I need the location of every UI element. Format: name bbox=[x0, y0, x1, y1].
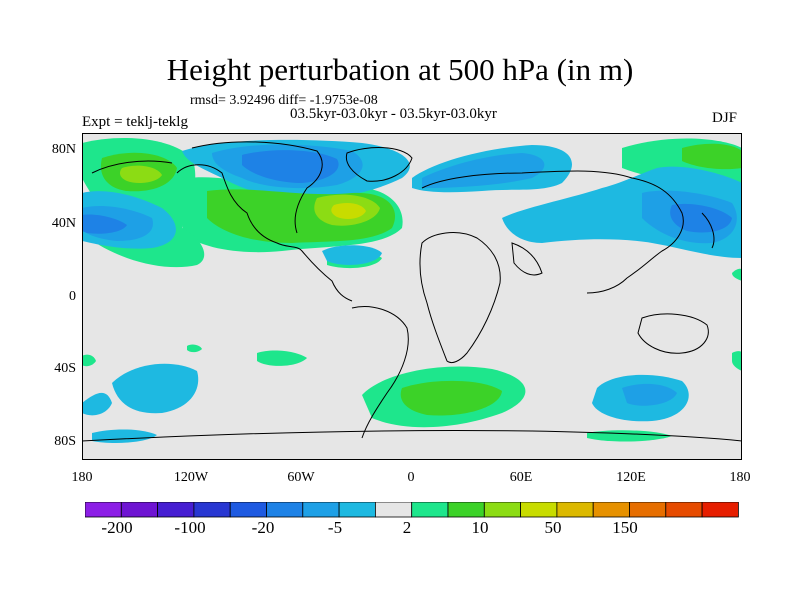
colorbar-label: -200 bbox=[101, 518, 133, 537]
lat-tick-label: 40N bbox=[51, 216, 76, 231]
colorbar-label: -20 bbox=[251, 518, 275, 537]
colorbar-label: 50 bbox=[544, 518, 562, 537]
colorbar bbox=[85, 502, 739, 518]
lon-tick-label: 180 bbox=[729, 470, 751, 485]
colorbar-swatch bbox=[193, 502, 231, 518]
lat-tick-label: 80N bbox=[51, 142, 76, 157]
colorbar-label: -100 bbox=[174, 518, 206, 537]
lon-tick-label: 0 bbox=[407, 470, 415, 485]
lat-tick-label: 0 bbox=[69, 289, 76, 304]
colorbar-swatch bbox=[374, 502, 413, 518]
period-label: 03.5kyr-03.0kyr - 03.5kyr-03.0kyr bbox=[290, 106, 497, 122]
colorbar-label: 2 bbox=[402, 518, 412, 537]
colorbar-swatch bbox=[701, 502, 739, 518]
colorbar-swatch bbox=[556, 502, 594, 518]
map-title: Height perturbation at 500 hPa (in m) bbox=[166, 52, 634, 87]
colorbar-label: -5 bbox=[327, 518, 343, 537]
colorbar-swatch bbox=[483, 502, 521, 518]
lat-tick-label: 80S bbox=[54, 434, 76, 449]
colorbar-swatch bbox=[447, 502, 485, 518]
plot-frame bbox=[82, 133, 742, 460]
colorbar-swatch bbox=[338, 502, 376, 518]
coastlines bbox=[82, 141, 742, 442]
colorbar-swatch bbox=[665, 502, 703, 518]
rmsd-diff-stats: rmsd= 3.92496 diff= -1.9753e-08 bbox=[190, 93, 378, 108]
colorbar-swatch bbox=[411, 502, 449, 518]
colorbar-swatch bbox=[229, 502, 267, 518]
experiment-label: Expt = teklj-teklg bbox=[82, 114, 188, 130]
lon-tick-label: 120E bbox=[616, 470, 646, 485]
season-label: DJF bbox=[712, 110, 738, 126]
lon-tick-label: 180 bbox=[71, 470, 93, 485]
colorbar-swatch bbox=[85, 502, 122, 518]
lat-tick-label: 40S bbox=[54, 361, 76, 376]
colorbar-label: 150 bbox=[612, 518, 638, 537]
lon-tick-label: 60W bbox=[287, 470, 315, 485]
negative-anomaly-cores bbox=[82, 150, 732, 234]
lon-tick-label: 120W bbox=[173, 470, 209, 485]
colorbar-swatch bbox=[120, 502, 158, 518]
colorbar-swatch bbox=[592, 502, 630, 518]
lon-tick-label: 60E bbox=[509, 470, 533, 485]
colorbar-label: 10 bbox=[471, 518, 489, 537]
contour-map bbox=[82, 133, 742, 460]
positive-anomaly-peak bbox=[331, 203, 366, 219]
colorbar-swatch bbox=[266, 502, 304, 518]
colorbar-swatch bbox=[629, 502, 667, 518]
colorbar-swatch bbox=[157, 502, 195, 518]
colorbar-swatch bbox=[302, 502, 340, 518]
colorbar-swatch bbox=[520, 502, 558, 518]
